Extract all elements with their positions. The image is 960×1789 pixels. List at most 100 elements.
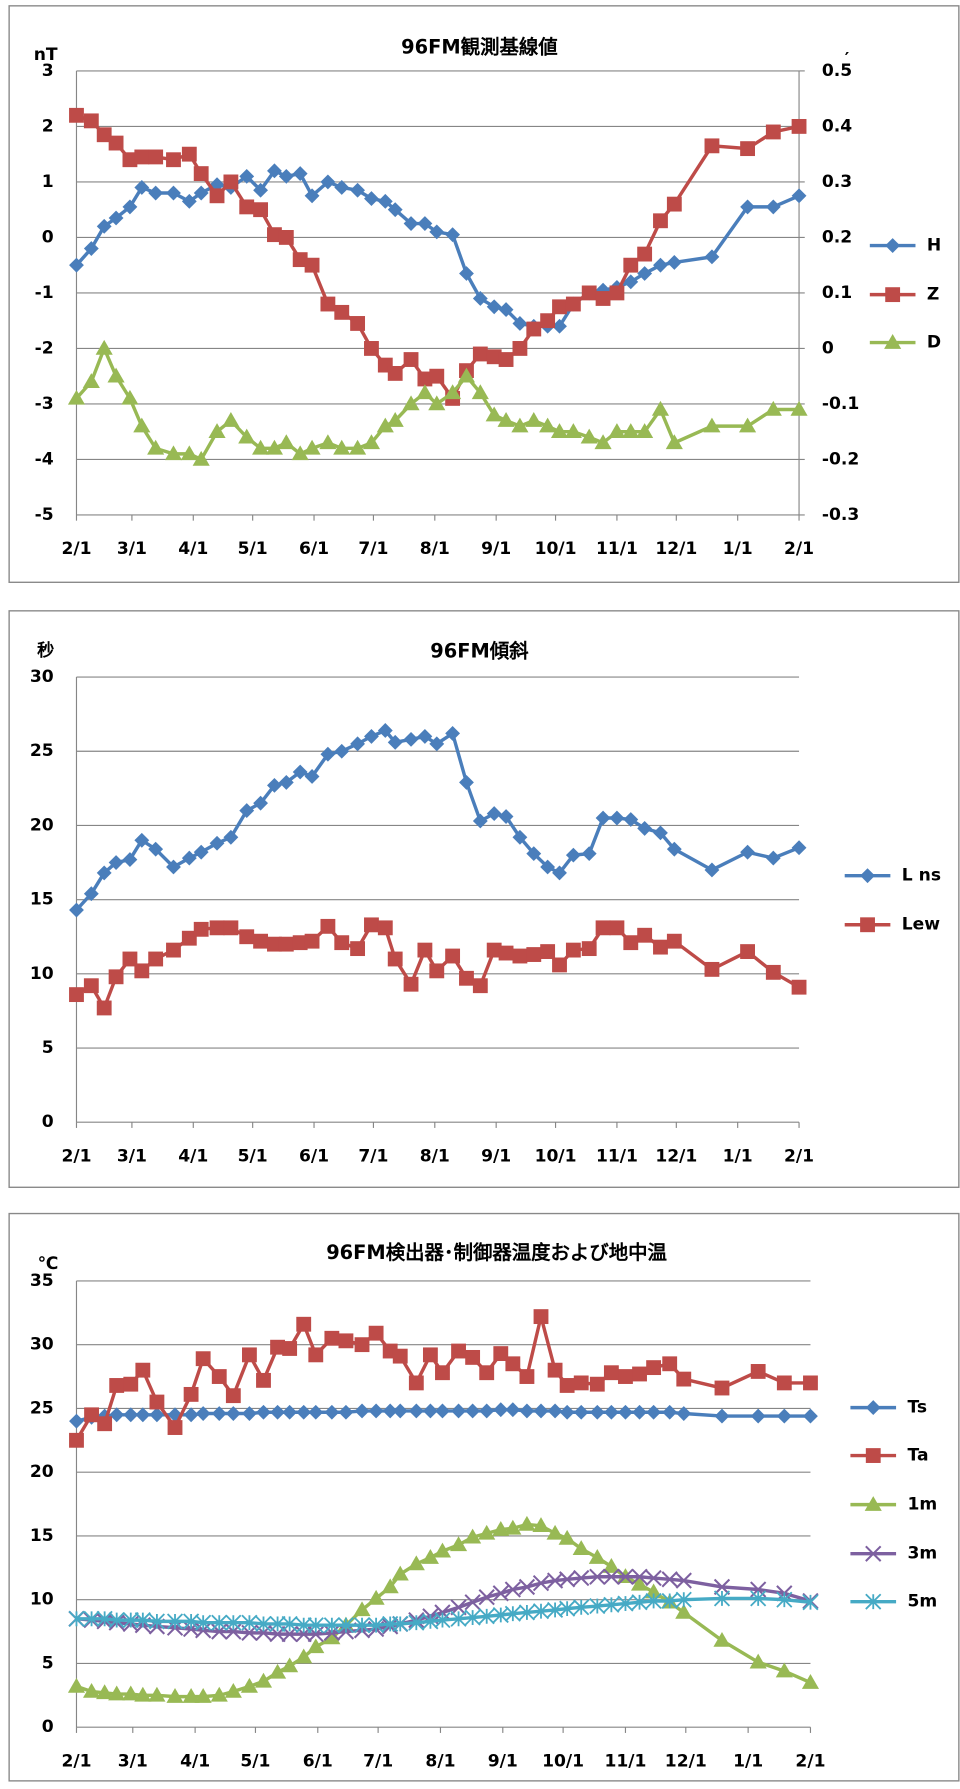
marker-star xyxy=(134,1612,151,1629)
marker-x xyxy=(661,1571,678,1588)
marker-diamond xyxy=(623,274,639,290)
marker-square xyxy=(479,1365,495,1381)
marker-x xyxy=(195,1622,212,1639)
marker-square xyxy=(292,252,308,268)
marker-triangle xyxy=(83,1682,101,1698)
x-tick-label: 11/1 xyxy=(596,539,638,559)
marker-triangle xyxy=(428,395,446,411)
marker-square xyxy=(526,947,542,962)
marker-square xyxy=(296,1316,312,1332)
marker-triangle xyxy=(386,412,404,427)
legend-label: Z xyxy=(927,285,939,305)
marker-square xyxy=(609,285,625,301)
marker-square xyxy=(83,978,99,994)
marker-triangle xyxy=(546,1524,564,1540)
marker-diamond xyxy=(193,185,209,201)
marker-diamond xyxy=(368,1403,384,1419)
marker-diamond xyxy=(565,847,581,863)
marker-x xyxy=(645,1569,662,1587)
marker-triangle xyxy=(180,445,198,461)
marker-diamond xyxy=(573,1404,589,1420)
y-tick-label: 5 xyxy=(42,1653,54,1673)
marker-square xyxy=(278,230,294,245)
marker-triangle xyxy=(96,1684,114,1700)
x-tick-label: 7/1 xyxy=(358,539,388,559)
marker-square xyxy=(740,141,755,157)
marker-square xyxy=(387,365,403,381)
marker-triangle xyxy=(281,1657,299,1673)
y-tick-label: 2 xyxy=(42,116,54,136)
x-tick-label: 8/1 xyxy=(425,1751,455,1771)
marker-square xyxy=(552,957,567,973)
marker-diamond xyxy=(392,1403,408,1419)
marker-star xyxy=(518,1604,535,1621)
marker-square xyxy=(253,202,269,218)
marker-diamond xyxy=(134,832,150,848)
marker-diamond xyxy=(338,1404,354,1420)
marker-square xyxy=(223,920,239,936)
marker-square xyxy=(267,227,282,243)
marker-triangle xyxy=(252,439,270,455)
marker-square xyxy=(512,341,528,356)
marker-star xyxy=(750,1590,767,1607)
marker-square xyxy=(270,1339,285,1355)
marker-diamond xyxy=(765,850,781,866)
chart-title: 96FM観測基線値 xyxy=(401,36,557,59)
marker-x xyxy=(434,1604,451,1621)
marker-diamond xyxy=(304,188,320,204)
marker-triangle xyxy=(478,1524,496,1540)
marker-diamond xyxy=(387,202,403,218)
marker-diamond xyxy=(445,227,461,243)
x-tick-label: 4/1 xyxy=(178,1146,208,1166)
marker-diamond xyxy=(377,193,393,209)
marker-square xyxy=(338,1333,354,1349)
marker-triangle xyxy=(133,417,151,433)
marker-diamond xyxy=(148,185,164,201)
marker-triangle xyxy=(319,434,337,450)
marker-square xyxy=(429,368,445,384)
marker-square xyxy=(435,1365,450,1381)
marker-diamond xyxy=(96,865,112,881)
marker-square xyxy=(704,961,720,977)
marker-star xyxy=(865,1593,882,1610)
marker-square xyxy=(166,942,181,958)
marker-square xyxy=(134,963,150,979)
marker-triangle xyxy=(801,1674,820,1689)
marker-diamond xyxy=(83,241,99,256)
marker-star xyxy=(559,1600,576,1617)
marker-triangle xyxy=(518,1515,536,1531)
marker-triangle xyxy=(194,1688,212,1703)
x-tick-label: 2/1 xyxy=(784,539,814,559)
marker-star xyxy=(148,1613,165,1630)
marker-triangle xyxy=(291,445,309,461)
marker-square xyxy=(565,942,581,958)
marker-triangle xyxy=(164,445,183,461)
y-tick-label: 1 xyxy=(42,172,54,192)
marker-square xyxy=(181,930,197,946)
marker-square xyxy=(646,1360,662,1376)
marker-triangle xyxy=(307,1638,325,1654)
marker-triangle xyxy=(864,1496,882,1511)
marker-square xyxy=(653,939,668,955)
y2-tick-label: 0 xyxy=(822,338,834,358)
y2-tick-label: -0.1 xyxy=(822,394,859,414)
marker-x xyxy=(504,1581,521,1598)
marker-triangle xyxy=(166,1688,184,1703)
x-tick-label: 5/1 xyxy=(238,539,268,559)
x-tick-label: 6/1 xyxy=(299,539,329,559)
marker-star xyxy=(368,1617,385,1634)
marker-square xyxy=(368,1325,384,1341)
marker-diamond xyxy=(445,726,461,741)
series-line xyxy=(76,1596,811,1627)
marker-square xyxy=(573,1375,589,1391)
marker-square xyxy=(791,979,807,995)
marker-triangle xyxy=(222,412,240,427)
marker-diamond xyxy=(181,850,197,866)
marker-square xyxy=(282,1341,298,1356)
marker-square xyxy=(350,316,366,331)
y2-axis-label: ′ xyxy=(845,49,850,69)
marker-star xyxy=(434,1612,451,1629)
marker-x xyxy=(675,1572,692,1589)
marker-square xyxy=(96,127,112,143)
marker-diamond xyxy=(320,746,336,762)
